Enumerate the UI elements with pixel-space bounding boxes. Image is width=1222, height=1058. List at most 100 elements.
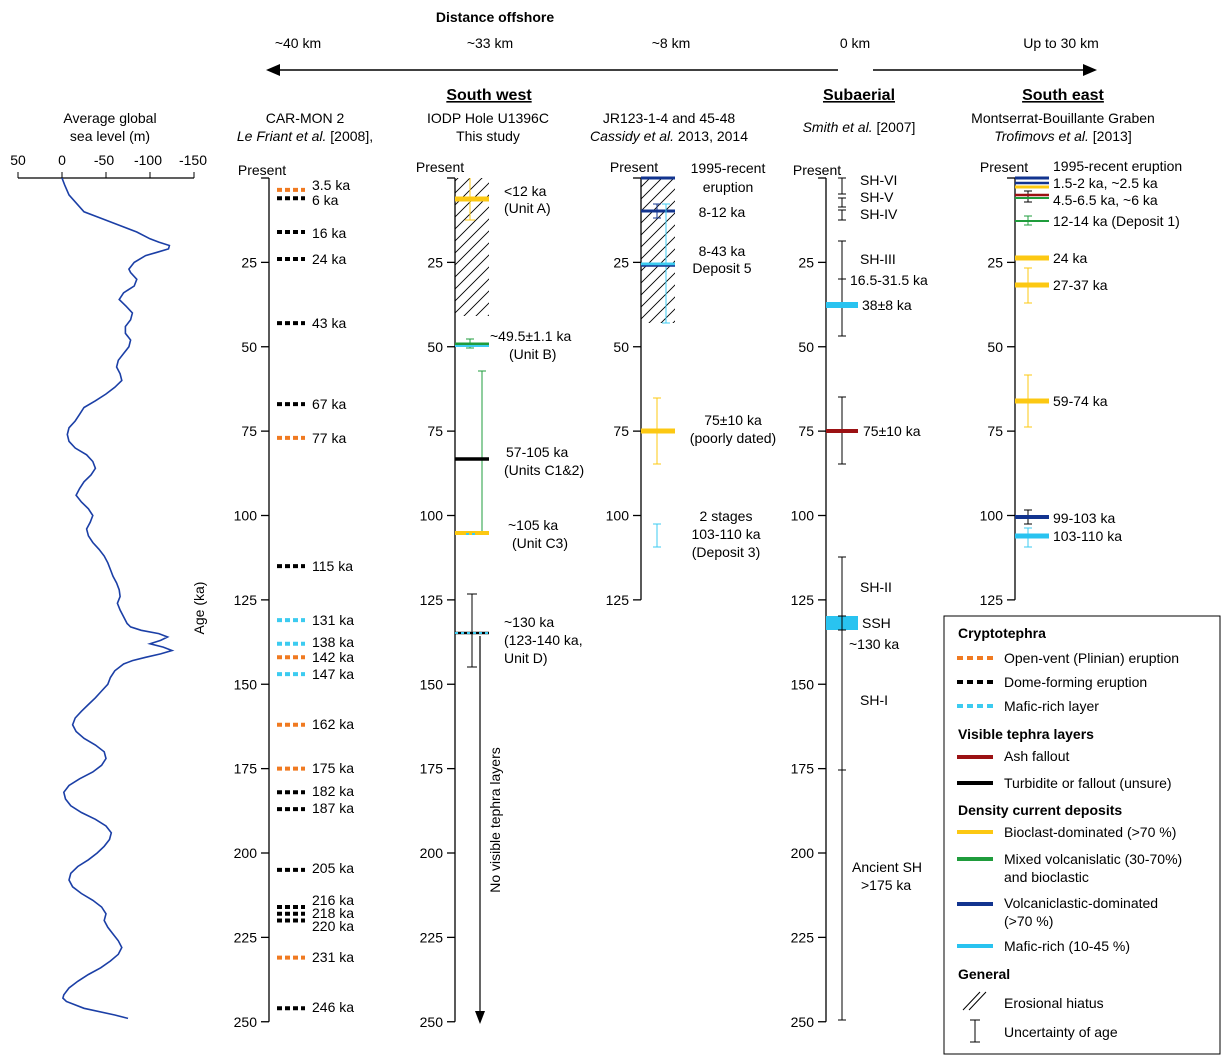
- legend-item: (>70 %): [1004, 913, 1053, 929]
- smith-label: 38±8 ka: [862, 297, 912, 313]
- present-label: Present: [610, 159, 658, 175]
- jr-citation: Cassidy et al. 2013, 2014: [590, 128, 748, 144]
- distance-label: ~33 km: [467, 35, 513, 51]
- legend-item: Mixed volcanislatic (30-70%): [1004, 851, 1182, 867]
- smith-label: SH-IV: [860, 206, 898, 222]
- sea-level-tick-label: -100: [134, 152, 162, 168]
- jr-label: (Deposit 3): [692, 544, 760, 560]
- carmon-age-label: 246 ka: [312, 999, 354, 1015]
- present-label: Present: [238, 162, 286, 178]
- legend-item: Volcaniclastic-dominated: [1004, 895, 1158, 911]
- trof-label: 1995-recent eruption: [1053, 158, 1182, 174]
- sea-level-title: Average global: [63, 110, 156, 126]
- trof-label: 4.5-6.5 ka, ~6 ka: [1053, 192, 1158, 208]
- distance-label: Up to 30 km: [1023, 35, 1098, 51]
- smith-label: SH-III: [860, 251, 896, 267]
- sea-level-tick-label: -50: [94, 152, 114, 168]
- legend-item: Ash fallout: [1004, 748, 1069, 764]
- iodp-label: <12 ka: [504, 183, 547, 199]
- carmon-age-label: 187 ka: [312, 800, 354, 816]
- age-tick-label: 75: [241, 423, 257, 439]
- trof-marks: [1015, 176, 1049, 548]
- trof-label: 24 ka: [1053, 250, 1087, 266]
- sea-level-tick-label: -150: [179, 152, 207, 168]
- sea-level-curve: [61, 177, 175, 1020]
- carmon-age-label: 216 ka: [312, 892, 354, 908]
- jr-marks: [641, 176, 675, 548]
- carmon-age-label: 131 ka: [312, 612, 354, 628]
- jr-label: 75±10 ka: [704, 412, 762, 428]
- age-tick-label: 100: [980, 508, 1004, 524]
- carmon-age-label: 67 ka: [312, 396, 346, 412]
- age-tick-label: 50: [241, 339, 257, 355]
- smith-label: SH-V: [860, 189, 894, 205]
- trof-label: 12-14 ka (Deposit 1): [1053, 213, 1180, 229]
- legend-section-title: Visible tephra layers: [958, 726, 1094, 742]
- jr-label: eruption: [703, 179, 754, 195]
- iodp-label: (123-140 ka,: [504, 632, 583, 648]
- carmon-age-label: 138 ka: [312, 634, 354, 650]
- age-tick-label: 100: [420, 508, 444, 524]
- carmon-age-label: 115 ka: [312, 558, 353, 574]
- iodp-label: 57-105 ka: [506, 444, 568, 460]
- carmon-title: CAR-MON 2: [266, 110, 345, 126]
- smith-label: 75±10 ka: [863, 423, 921, 439]
- smith-label: ~130 ka: [849, 636, 899, 652]
- trof-label: 1.5-2 ka, ~2.5 ka: [1053, 175, 1158, 191]
- trof-label: 59-74 ka: [1053, 393, 1108, 409]
- smith-citation: Smith et al. [2007]: [803, 119, 916, 135]
- age-tick-label: 25: [427, 254, 443, 270]
- carmon-citation: Le Friant et al. [2008],: [237, 128, 373, 144]
- smith-label: SH-VI: [860, 172, 897, 188]
- age-tick-label: 50: [987, 339, 1003, 355]
- legend-item: Mafic-rich layer: [1004, 698, 1099, 714]
- age-tick-label: 175: [420, 761, 444, 777]
- carmon-age-label: 220 ka: [312, 918, 354, 934]
- iodp-marks: [455, 178, 489, 1024]
- age-tick-label: 125: [234, 592, 258, 608]
- trof-citation: Trofimovs et al. [2013]: [994, 128, 1131, 144]
- smith-label: SH-I: [860, 692, 888, 708]
- legend: [943, 615, 1221, 1055]
- smith-label: SSH: [862, 615, 891, 631]
- carmon-age-label: 24 ka: [312, 251, 346, 267]
- age-tick-label: 75: [427, 423, 443, 439]
- region-south-east: South east: [1022, 87, 1104, 104]
- no-visible-tephra-note: No visible tephra layers: [487, 747, 503, 893]
- iodp-label: (Unit B): [509, 346, 556, 362]
- legend-item: Bioclast-dominated (>70 %): [1004, 824, 1176, 840]
- jr-label: 8-43 ka: [699, 243, 746, 259]
- jr-label: Deposit 5: [692, 260, 751, 276]
- age-tick-label: 125: [791, 592, 815, 608]
- distance-label: 0 km: [840, 35, 870, 51]
- sea-level-tick-label: 50: [10, 152, 26, 168]
- region-subaerial: Subaerial: [823, 87, 895, 104]
- jr-label: 8-12 ka: [699, 204, 746, 220]
- carmon-age-label: 182 ka: [312, 783, 354, 799]
- sea-level-axis: [17, 172, 195, 179]
- age-tick-label: 100: [234, 508, 258, 524]
- carmon-age-label: 205 ka: [312, 860, 354, 876]
- carmon-age-label: 43 ka: [312, 315, 346, 331]
- age-tick-label: 125: [606, 592, 630, 608]
- age-tick-label: 150: [234, 676, 258, 692]
- age-tick-label: 125: [980, 592, 1004, 608]
- trof-label: 99-103 ka: [1053, 510, 1115, 526]
- age-tick-label: 100: [791, 508, 815, 524]
- carmon-age-label: 142 ka: [312, 649, 354, 665]
- carmon-age-label: 175 ka: [312, 760, 354, 776]
- sea-level-tick-label: 0: [58, 152, 66, 168]
- legend-section-title: Cryptotephra: [958, 625, 1046, 641]
- legend-item: Mafic-rich (10-45 %): [1004, 938, 1130, 954]
- iodp-label: (Unit A): [504, 200, 551, 216]
- legend-item: Turbidite or fallout (unsure): [1004, 775, 1172, 791]
- jr-label: 2 stages: [700, 508, 753, 524]
- age-tick-label: 25: [241, 254, 257, 270]
- carmon-age-label: 77 ka: [312, 430, 346, 446]
- age-tick-label: 175: [791, 761, 815, 777]
- age-tick-label: 125: [420, 592, 444, 608]
- distance-offshore-title: Distance offshore: [436, 9, 554, 25]
- age-tick-label: 175: [234, 761, 258, 777]
- present-label: Present: [980, 159, 1028, 175]
